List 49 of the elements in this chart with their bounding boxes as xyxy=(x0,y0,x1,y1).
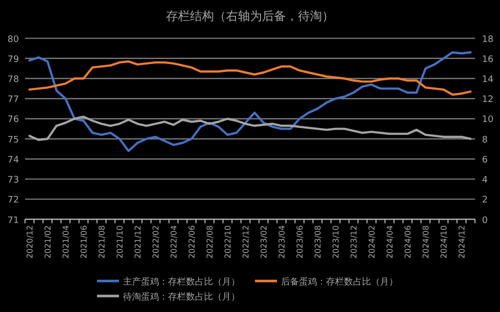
x-tick-label: 2021/04 xyxy=(61,225,70,259)
chart-title: 存栏结构（右轴为后备，待淘） xyxy=(166,9,334,23)
y-tick-label: 78 xyxy=(8,75,20,86)
y-tick-label: 76 xyxy=(8,115,20,126)
x-tick-label: 2022/04 xyxy=(169,225,178,259)
y2-tick-label: 4 xyxy=(482,176,488,186)
x-tick-label: 2020/12 xyxy=(25,225,34,259)
x-tick-label: 2024/04 xyxy=(385,225,394,259)
x-tick-label: 2022/06 xyxy=(187,225,196,259)
x-tick-label: 2023/06 xyxy=(295,225,304,259)
x-tick-label: 2024/10 xyxy=(439,225,448,259)
x-tick-label: 2022/02 xyxy=(151,225,160,259)
x-tick-label: 2023/04 xyxy=(277,225,286,259)
x-tick-label: 2023/08 xyxy=(313,225,322,259)
x-tick-label: 2022/10 xyxy=(223,225,232,259)
x-tick-label: 2024/06 xyxy=(403,225,412,259)
legend-label: 后备蛋鸡：存栏数占比（月） xyxy=(281,276,398,288)
y-tick-label: 80 xyxy=(8,34,20,45)
x-tick-label: 2024/02 xyxy=(367,225,376,259)
y2-tick-label: 2 xyxy=(482,196,488,206)
y2-tick-label: 14 xyxy=(482,75,494,86)
y-tick-label: 71 xyxy=(8,216,19,226)
y2-tick-label: 8 xyxy=(482,135,488,146)
x-tick-label: 2021/02 xyxy=(43,225,52,259)
legend-label: 主产蛋鸡：存栏数占比（月） xyxy=(123,276,240,288)
x-tick-label: 2021/08 xyxy=(97,225,106,259)
y-tick-label: 72 xyxy=(8,196,19,206)
x-tick-label: 2023/12 xyxy=(349,225,358,259)
y2-tick-label: 12 xyxy=(482,95,494,106)
x-tick-label: 2023/02 xyxy=(259,225,268,259)
x-tick-label: 2024/08 xyxy=(421,225,430,259)
y-tick-label: 77 xyxy=(8,95,19,106)
y-tick-label: 79 xyxy=(8,54,20,65)
y-tick-label: 75 xyxy=(8,135,19,146)
y2-tick-label: 0 xyxy=(482,216,488,226)
y2-tick-label: 16 xyxy=(482,54,494,65)
x-tick-label: 2021/06 xyxy=(79,225,88,259)
x-tick-label: 2022/12 xyxy=(241,225,250,259)
y-tick-label: 74 xyxy=(8,155,20,166)
legend-label: 待淘蛋鸡：存栏数占比（月） xyxy=(123,292,240,302)
x-tick-label: 2021/10 xyxy=(115,225,124,259)
x-tick-label: 2022/08 xyxy=(205,225,214,259)
x-tick-label: 2024/12 xyxy=(457,225,466,259)
x-tick-label: 2021/12 xyxy=(133,225,142,259)
y2-tick-label: 6 xyxy=(482,155,488,166)
x-tick-label: 2023/10 xyxy=(331,225,340,259)
y2-tick-label: 10 xyxy=(482,115,494,126)
y2-tick-label: 18 xyxy=(482,34,494,45)
y-tick-label: 73 xyxy=(8,176,19,186)
